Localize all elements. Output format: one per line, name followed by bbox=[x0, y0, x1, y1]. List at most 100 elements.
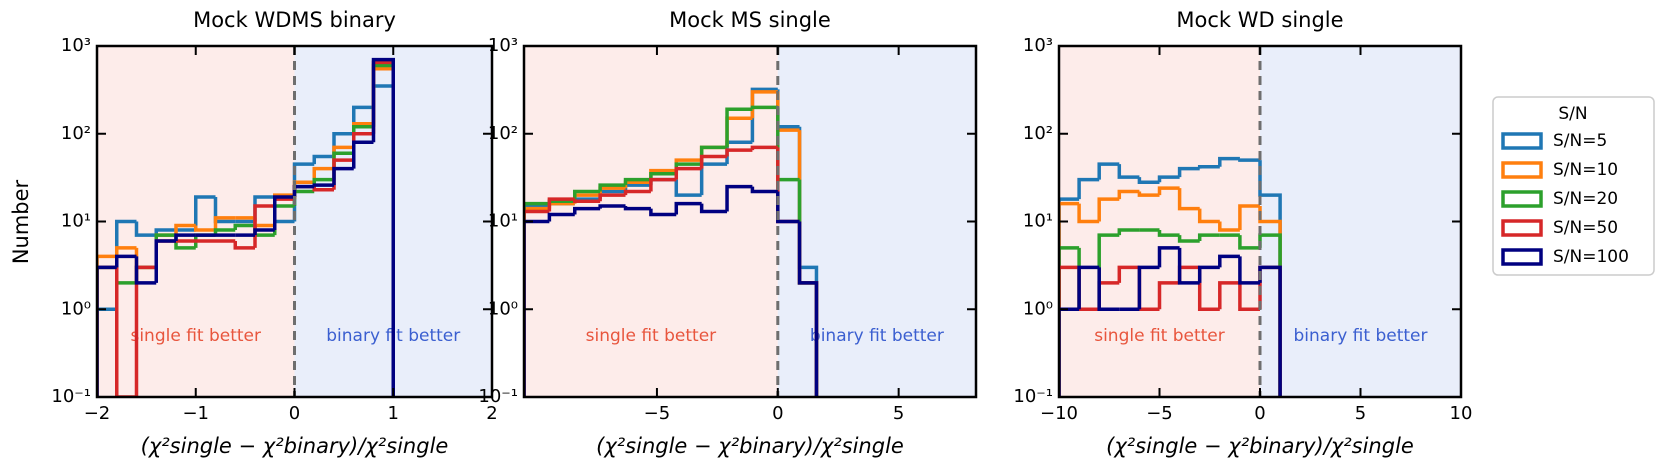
x-axis-label: (χ²single − χ²binary)/χ²single bbox=[141, 434, 449, 458]
histogram-step bbox=[750, 145, 778, 151]
region-left bbox=[524, 46, 778, 397]
legend-label: S/N=50 bbox=[1553, 218, 1618, 238]
histogram-step bbox=[1137, 191, 1160, 197]
histogram-step bbox=[1177, 166, 1200, 178]
histogram-step bbox=[524, 201, 550, 397]
histogram-step bbox=[573, 206, 601, 215]
histogram-step bbox=[699, 203, 728, 214]
histogram-step bbox=[1197, 233, 1220, 241]
histogram-step bbox=[154, 239, 176, 283]
y-tick-label: 10⁰ bbox=[488, 298, 518, 319]
x-tick-label: 0 bbox=[289, 403, 300, 424]
histogram-step bbox=[134, 221, 157, 237]
histogram-step bbox=[1097, 197, 1120, 222]
histogram-step bbox=[1218, 281, 1240, 310]
chart-title: Mock MS single bbox=[669, 8, 831, 32]
histogram-step bbox=[699, 154, 728, 169]
histogram-step bbox=[1238, 235, 1260, 250]
histogram-step bbox=[1059, 197, 1080, 397]
histogram-step bbox=[750, 87, 778, 143]
y-tick-label: 10⁻¹ bbox=[1013, 386, 1053, 407]
histogram-step bbox=[134, 256, 157, 285]
histogram-step bbox=[674, 201, 702, 215]
x-tick-label: −10 bbox=[1040, 403, 1078, 424]
histogram-step bbox=[1157, 230, 1180, 237]
histogram-step bbox=[352, 140, 374, 169]
histogram-step bbox=[115, 246, 137, 257]
x-tick-label: 0 bbox=[772, 403, 783, 424]
histogram-step bbox=[174, 233, 196, 241]
histogram-step bbox=[233, 223, 255, 231]
histogram-step bbox=[115, 254, 137, 268]
legend-swatch bbox=[1501, 190, 1543, 208]
histogram-step bbox=[1197, 265, 1220, 283]
x-tick-label: −5 bbox=[644, 403, 671, 424]
plot-area bbox=[97, 57, 395, 397]
y-tick-label: 10⁻¹ bbox=[478, 386, 518, 407]
y-tick-label: 10¹ bbox=[1023, 211, 1053, 232]
x-tick-label: −2 bbox=[84, 403, 111, 424]
y-tick-label: 10² bbox=[1023, 123, 1053, 144]
y-tick-label: 10² bbox=[61, 123, 91, 144]
histogram-step bbox=[649, 177, 677, 192]
plot-area bbox=[524, 87, 819, 397]
legend-swatch bbox=[1501, 248, 1543, 266]
histogram-step bbox=[253, 228, 275, 236]
histogram-step bbox=[547, 212, 575, 222]
histogram-step bbox=[1157, 186, 1180, 196]
x-tick-label: −1 bbox=[182, 403, 209, 424]
histogram-step bbox=[750, 105, 778, 110]
histogram-step bbox=[194, 195, 216, 231]
x-tick-label: 0 bbox=[1254, 403, 1265, 424]
histogram-step bbox=[750, 186, 778, 194]
histogram-step bbox=[1077, 177, 1100, 200]
histogram-step bbox=[1137, 265, 1160, 310]
y-tick-label: 10² bbox=[488, 123, 518, 144]
x-tick-label: 5 bbox=[893, 403, 904, 424]
histogram-step bbox=[649, 172, 677, 180]
x-tick-label: 10 bbox=[1450, 403, 1473, 424]
x-tick-label: 5 bbox=[1355, 403, 1366, 424]
legend-swatch bbox=[1501, 132, 1543, 150]
histogram-step bbox=[97, 307, 117, 397]
chart-title: Mock WDMS binary bbox=[193, 8, 396, 32]
histogram-step bbox=[312, 166, 334, 183]
legend-label: S/N=10 bbox=[1553, 160, 1618, 180]
histogram-step bbox=[1197, 165, 1220, 169]
histogram-step bbox=[1197, 208, 1220, 224]
histogram-step bbox=[97, 254, 117, 397]
x-tick-label: 1 bbox=[388, 403, 399, 424]
histogram-step bbox=[598, 204, 626, 209]
histogram-step bbox=[1059, 307, 1080, 397]
histogram-step bbox=[674, 179, 702, 197]
y-tick-label: 10³ bbox=[61, 35, 91, 56]
histogram-step bbox=[174, 223, 196, 236]
histogram-step bbox=[1177, 247, 1200, 285]
legend-label: S/N=5 bbox=[1553, 131, 1607, 151]
histogram-step bbox=[1097, 267, 1120, 311]
histogram-step bbox=[797, 221, 819, 397]
legend-title: S/N bbox=[1558, 104, 1587, 124]
histogram-step bbox=[1218, 254, 1240, 268]
histogram-step bbox=[312, 183, 334, 187]
region-right bbox=[1260, 46, 1461, 397]
legend-box bbox=[1492, 96, 1655, 276]
histogram-step bbox=[1177, 235, 1200, 243]
histogram-step bbox=[524, 219, 550, 397]
x-axis-label: (χ²single − χ²binary)/χ²single bbox=[596, 434, 904, 458]
histogram-step bbox=[547, 197, 575, 212]
histogram-step bbox=[273, 195, 295, 231]
annotation: binary fit better bbox=[1294, 326, 1428, 346]
histogram-step bbox=[573, 199, 601, 204]
histogram-step bbox=[1157, 246, 1180, 268]
histogram-step bbox=[115, 267, 137, 397]
histogram-step bbox=[1157, 175, 1180, 183]
region-right bbox=[777, 46, 976, 397]
histogram-step bbox=[1077, 203, 1100, 224]
histogram-step bbox=[725, 148, 753, 157]
histogram-step bbox=[1059, 265, 1080, 397]
histogram-step bbox=[312, 154, 334, 165]
histogram-step bbox=[1157, 281, 1180, 310]
legend-swatch bbox=[1501, 219, 1543, 237]
